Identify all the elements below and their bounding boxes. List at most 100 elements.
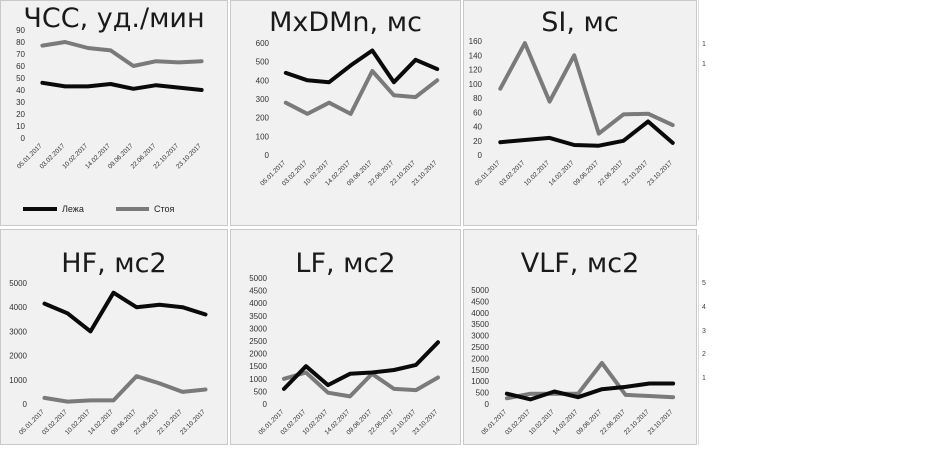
right-fragment-label: 4: [702, 304, 706, 311]
y-tick-label: 4500: [471, 297, 489, 306]
y-tick-label: 500: [256, 58, 270, 67]
y-tick-label: 300: [256, 95, 270, 104]
y-tick-label: 3000: [471, 332, 489, 341]
chart-panel-hr: ЧСС, уд./мин 0 10 20 30 40 50 60 70 80 90 05.01.20…: [0, 0, 228, 226]
series-line-lying: [504, 381, 676, 402]
right-fragment-label: 3: [702, 328, 706, 335]
right-fragment-label: 1: [702, 41, 706, 48]
series-line-standing: [42, 374, 208, 404]
y-tick-label: 40: [16, 86, 25, 95]
chart-panel-vlf: VLF, мс2 0 500 1000 1500 2000 2500 3000 3500 400…: [463, 229, 697, 445]
y-tick-label: 140: [469, 51, 483, 60]
series-line-standing: [40, 40, 204, 68]
y-tick-label: 4000: [471, 309, 489, 318]
y-tick-label: 3500: [249, 312, 267, 321]
right-fragment-label: 1: [702, 375, 706, 382]
right-fragment-label: 2: [702, 351, 706, 358]
y-tick-label: 20: [473, 137, 482, 146]
y-tick-label: 3500: [471, 320, 489, 329]
y-tick-label: 2500: [249, 337, 267, 346]
y-tick-label: 30: [16, 98, 25, 107]
y-tick-label: 2500: [471, 343, 489, 352]
chart-title: LF, мс2: [295, 248, 396, 279]
y-tick-label: 100: [256, 132, 270, 141]
y-tick-label: 5000: [9, 279, 27, 288]
chart-panel-mxdmn: MxDMn, мс 0 100 200 300 400 500 600 05.01.2017 0…: [230, 0, 461, 226]
y-tick-label: 100: [469, 80, 483, 89]
series-line-lying: [282, 340, 440, 391]
right-fragment-label: 5: [702, 280, 706, 287]
y-tick-label: 5000: [471, 286, 489, 295]
legend-label-standing: Стоя: [154, 204, 175, 214]
y-tick-label: 1000: [471, 377, 489, 386]
chart-title: MxDMn, мс: [269, 7, 422, 38]
y-tick-label: 5000: [249, 274, 267, 283]
y-tick-label: 2000: [9, 352, 27, 361]
y-tick-label: 80: [16, 38, 25, 47]
y-tick-label: 1000: [249, 375, 267, 384]
y-tick-label: 600: [256, 39, 270, 48]
blank-area-bottom: 5 4 3 2 1: [698, 235, 926, 445]
y-tick-label: 0: [485, 400, 490, 409]
legend-label-lying: Лежа: [62, 204, 84, 214]
y-tick-label: 0: [21, 134, 26, 143]
x-tick-label: 23.10.2017: [647, 408, 675, 436]
chart-panel-si: SI, мс 0 20 40 60 80 100 120 140 160 05.01.2017 03…: [463, 0, 697, 226]
series-line-lying: [42, 290, 208, 334]
y-tick-label: 70: [16, 50, 25, 59]
y-tick-label: 0: [23, 400, 28, 409]
chart-panel-hf: HF, мс2 0 1000 2000 3000 4000 5000 05.01.2017 0…: [0, 229, 228, 445]
y-tick-label: 2000: [249, 350, 267, 359]
y-tick-label: 0: [478, 151, 483, 160]
x-tick-label: 23.10.2017: [646, 159, 674, 187]
y-tick-label: 400: [256, 76, 270, 85]
y-tick-label: 1000: [9, 376, 27, 385]
series-line-standing: [282, 370, 440, 399]
y-tick-label: 50: [16, 74, 25, 83]
chart-title: HF, мс2: [61, 248, 167, 279]
y-tick-label: 200: [256, 114, 270, 123]
chart-svg-vlf: 0 500 1000 1500 2000 2500 3000 3500 4000 4500 5000…: [471, 286, 676, 436]
y-tick-label: 3000: [9, 327, 27, 336]
right-fragment-svg-top: 1 1: [702, 41, 706, 68]
y-tick-label: 4500: [249, 287, 267, 296]
chart-svg-hf: 01000200030004000500005.01.201703.02.201…: [9, 279, 208, 436]
series-line-lying: [40, 80, 204, 92]
y-tick-label: 40: [473, 123, 482, 132]
chart-svg-mxdmn: 010020030040050060005.01.201703.02.20171…: [256, 39, 440, 187]
blank-area-top: 1 1: [698, 0, 926, 220]
y-tick-label: 120: [469, 66, 483, 75]
series-line-standing: [504, 361, 676, 401]
y-tick-label: 80: [473, 94, 482, 103]
y-tick-label: 4000: [249, 299, 267, 308]
series-line-standing: [498, 41, 675, 136]
chart-title: ЧСС, уд./мин: [23, 3, 205, 34]
x-tick-label: 23.10.2017: [179, 408, 207, 436]
y-tick-label: 160: [469, 37, 483, 46]
chart-title: SI, мс: [541, 7, 619, 38]
chart-title: VLF, мс2: [520, 248, 640, 279]
y-tick-label: 60: [473, 108, 482, 117]
chart-svg-hr: 010203040506070809005.01.201703.02.20171…: [16, 26, 204, 214]
right-fragment-label: 1: [702, 61, 706, 68]
y-tick-label: 0: [265, 151, 270, 160]
y-tick-label: 3000: [249, 324, 267, 333]
y-tick-label: 1500: [471, 366, 489, 375]
y-tick-label: 90: [16, 26, 25, 35]
y-tick-label: 500: [254, 387, 268, 396]
y-tick-label: 1500: [249, 362, 267, 371]
y-tick-label: 4000: [9, 303, 27, 312]
series-line-lying: [283, 48, 440, 85]
y-tick-label: 60: [16, 62, 25, 71]
right-fragment-svg-bottom: 5 4 3 2 1: [702, 280, 706, 382]
series-line-lying: [498, 119, 675, 148]
chart-svg-lf: 0 500 1000 1500 2000 2500 3000 3500 4000 4500 5000…: [249, 274, 440, 436]
y-tick-label: 20: [16, 110, 25, 119]
series-line-standing: [283, 69, 440, 116]
y-tick-label: 2000: [471, 354, 489, 363]
y-tick-label: 10: [16, 122, 25, 131]
y-tick-label: 500: [476, 389, 490, 398]
chart-svg-si: 02040608010012014016005.01.201703.02.201…: [469, 37, 675, 187]
y-tick-label: 0: [263, 400, 268, 409]
chart-panel-lf: LF, мс2 0 500 1000 1500 2000 2500 3000 3500 4000…: [230, 229, 461, 445]
